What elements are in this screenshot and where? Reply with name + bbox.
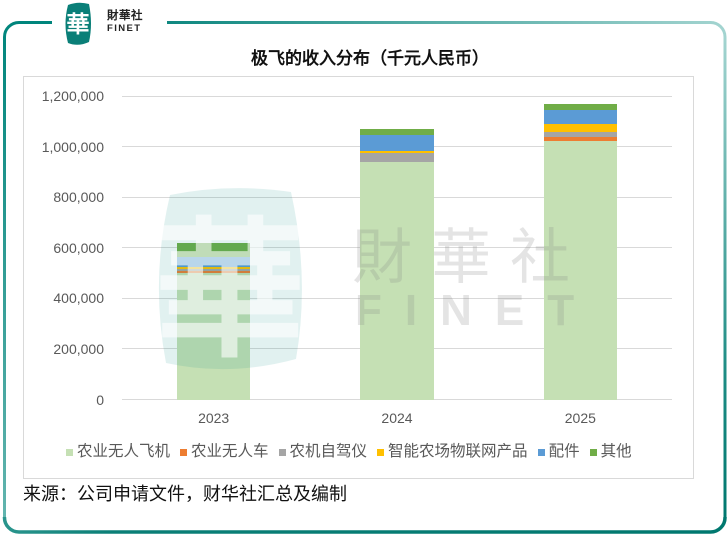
legend-item-agri-vehicle: 农业无人车 — [180, 443, 269, 461]
y-tick-label: 1,000,000 — [41, 138, 104, 155]
bar-stack — [360, 129, 434, 400]
bar-segment — [177, 272, 251, 400]
y-tick-label: 800,000 — [53, 189, 104, 206]
bar-segment — [360, 150, 434, 153]
legend-item-accessories: 配件 — [537, 443, 580, 461]
frame-bottom-edge — [2, 516, 727, 534]
bar-segment — [543, 132, 617, 137]
x-tick-label: 2023 — [198, 410, 230, 426]
legend-swatch-icon — [66, 448, 73, 456]
bar-segment — [177, 268, 251, 272]
plot-area — [122, 95, 672, 400]
legend-swatch-icon — [377, 448, 385, 456]
chart-title: 极飞的收入分布（千元人民币） — [251, 49, 489, 68]
x-axis-line — [122, 399, 672, 400]
gridline — [122, 95, 672, 97]
bar-stack — [543, 104, 617, 400]
legend-label: 配件 — [548, 443, 580, 460]
bar-segment — [360, 135, 434, 151]
x-tick-label: 2025 — [564, 410, 596, 426]
bar-segment — [360, 129, 434, 136]
bar-segment — [543, 109, 617, 124]
legend-item-smart-farm-iot: 智能农场物联网产品 — [377, 443, 528, 461]
legend-label: 其他 — [600, 443, 632, 460]
bar-segment — [177, 243, 251, 257]
bar-stack — [177, 243, 251, 400]
bar-segment — [177, 267, 251, 269]
bar-segment — [543, 141, 617, 400]
y-tick-label: 600,000 — [53, 239, 104, 256]
legend-label: 智能农场物联网产品 — [388, 443, 528, 460]
logo-name-cn: 財華社 — [107, 10, 143, 22]
finet-logo-icon: 華 — [65, 2, 91, 45]
chart-legend: 农业无人飞机 农业无人车 农机自驾仪 智能农场物联网产品 配件 其他 — [66, 443, 642, 461]
y-tick-label: 0 — [96, 391, 104, 408]
bar-segment — [543, 136, 617, 142]
bar-segment — [360, 162, 434, 400]
logo-mark-glyph: 華 — [67, 11, 90, 37]
logo-name-en: FINET — [107, 23, 142, 34]
y-tick-label: 200,000 — [53, 340, 104, 357]
legend-item-other: 其他 — [589, 443, 632, 461]
legend-label: 农业无人飞机 — [77, 443, 171, 460]
y-tick-label: 1,200,000 — [41, 88, 104, 104]
legend-swatch-icon — [180, 448, 188, 456]
legend-swatch-icon — [537, 448, 545, 456]
bar-segment — [177, 271, 251, 273]
legend-label: 农业无人车 — [191, 443, 269, 460]
legend-swatch-icon — [278, 448, 286, 456]
bar-segment — [543, 123, 617, 133]
frame-top-edge — [167, 21, 727, 38]
legend-label: 农机自驾仪 — [289, 443, 368, 460]
bar-segment — [360, 152, 434, 163]
y-tick-label: 400,000 — [53, 290, 104, 307]
legend-swatch-icon — [589, 448, 597, 456]
bar-segment — [543, 104, 617, 110]
source-note: 来源：公司申请文件，财华社汇总及编制 — [23, 484, 347, 504]
x-tick-label: 2024 — [381, 410, 413, 426]
legend-item-autopilot: 农机自驾仪 — [278, 443, 368, 461]
legend-item-agri-drone: 农业无人飞机 — [66, 443, 170, 461]
bar-segment — [177, 256, 251, 267]
